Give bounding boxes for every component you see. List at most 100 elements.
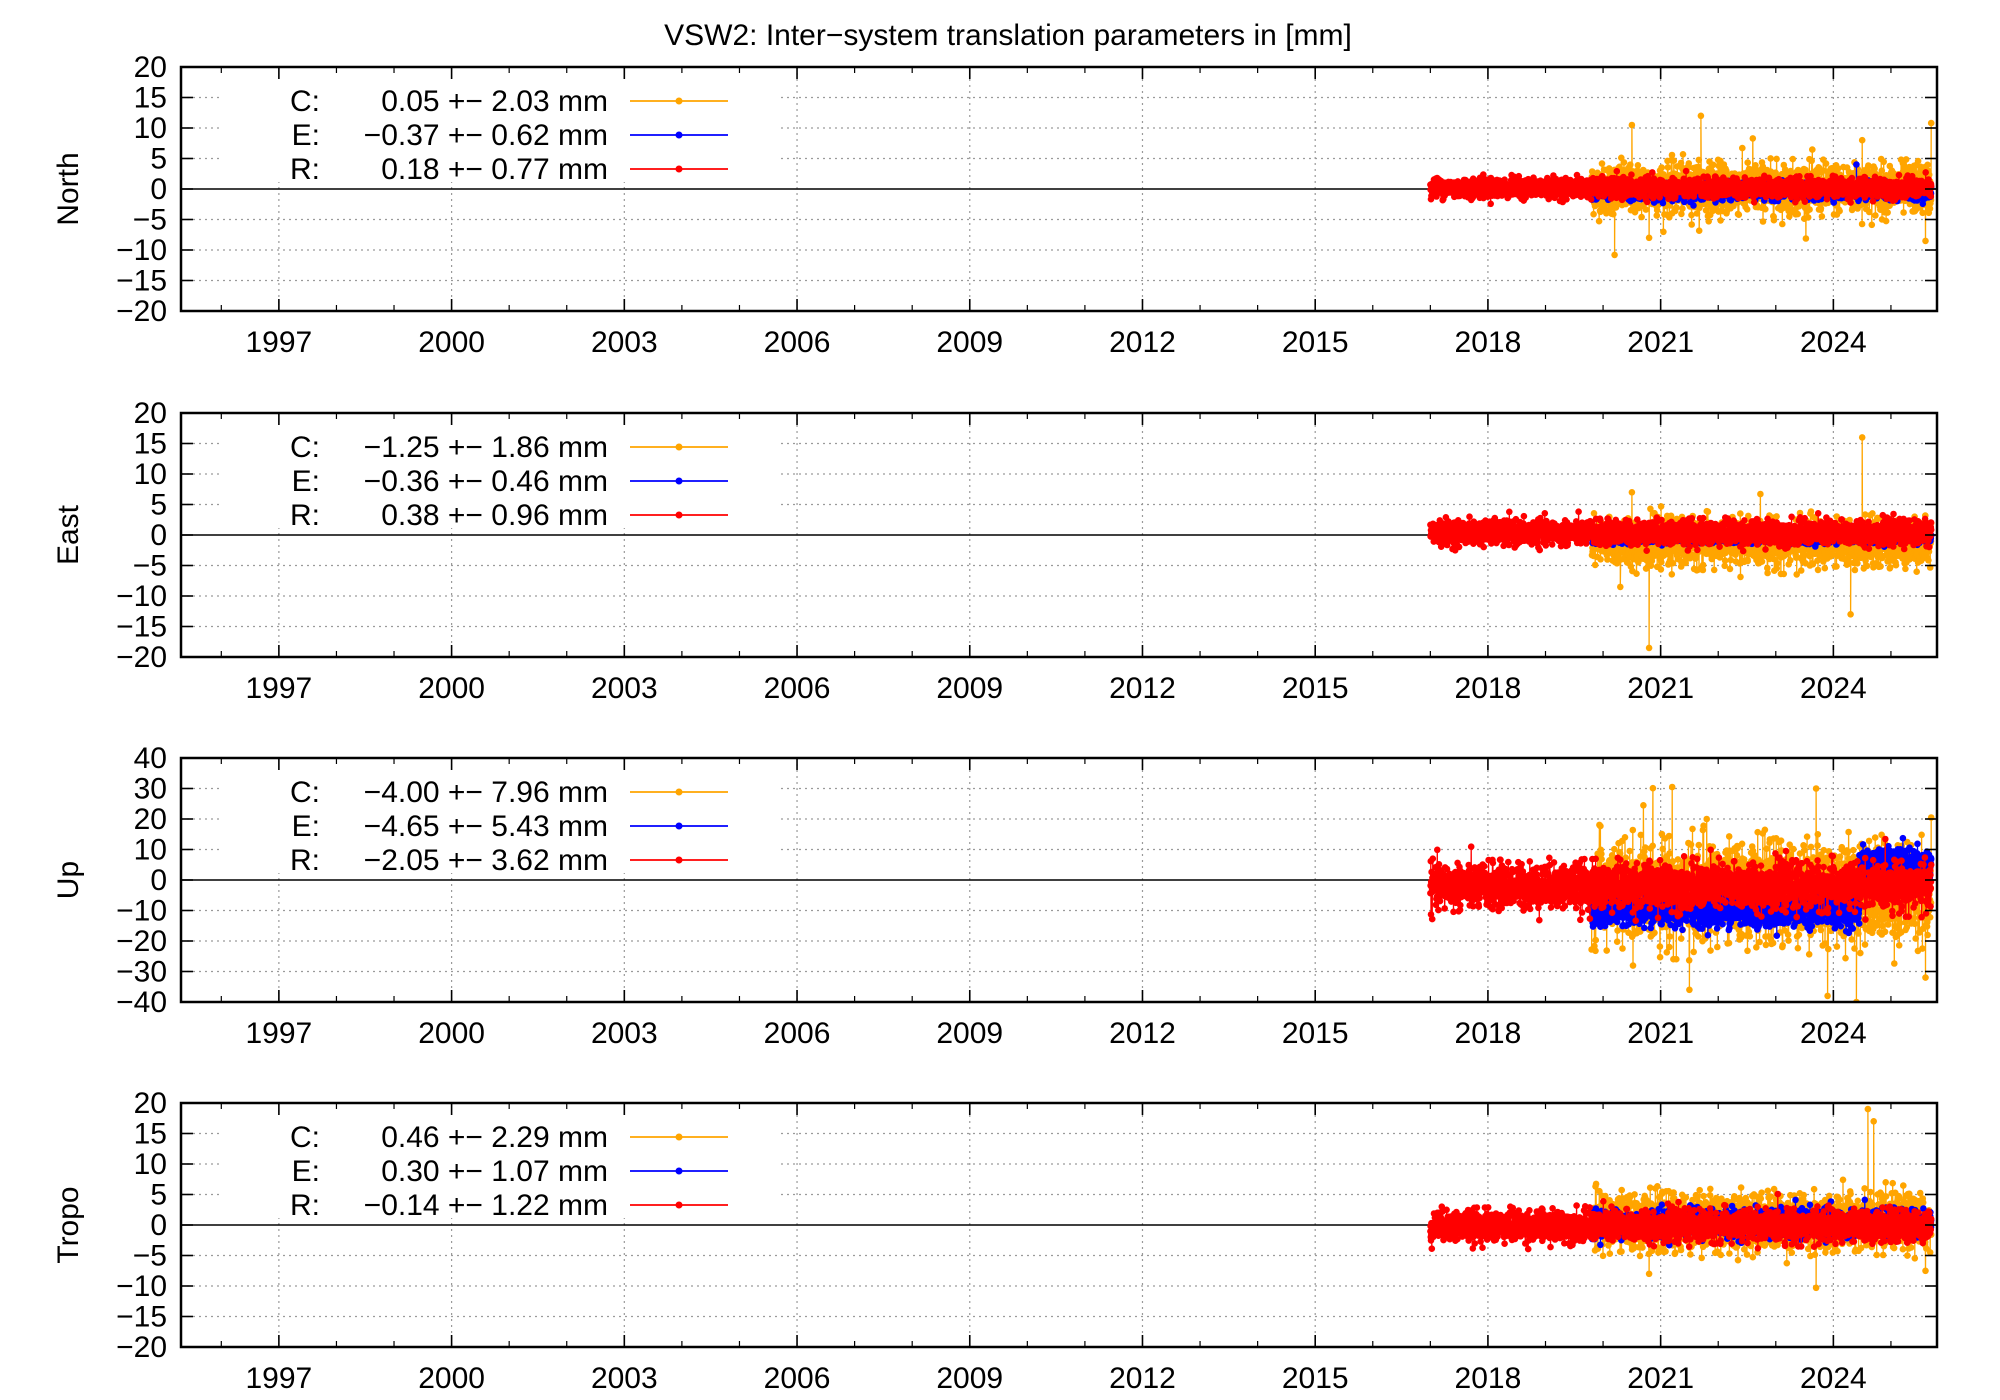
data-point-c bbox=[1611, 251, 1618, 259]
data-point-c bbox=[1695, 156, 1703, 164]
data-point-c bbox=[1809, 146, 1816, 153]
data-point-c bbox=[1817, 205, 1825, 212]
data-point-c bbox=[1588, 168, 1596, 175]
data-point-c bbox=[1670, 157, 1678, 164]
data-point-c bbox=[1688, 221, 1695, 228]
data-point-c bbox=[1664, 164, 1672, 171]
data-point-c bbox=[1779, 220, 1786, 228]
data-point-r bbox=[1750, 199, 1758, 206]
data-point-c bbox=[1865, 162, 1872, 169]
data-point-r bbox=[1643, 198, 1651, 206]
data-point-c bbox=[1709, 161, 1717, 169]
data-point-c bbox=[1752, 162, 1759, 169]
data-point-c bbox=[1926, 205, 1934, 212]
data-point-c bbox=[1900, 209, 1907, 216]
data-point-c bbox=[1882, 217, 1890, 225]
data-point-e bbox=[1830, 199, 1838, 206]
data-point-r bbox=[1563, 196, 1570, 203]
data-point-c bbox=[1693, 210, 1701, 217]
data-point-c bbox=[1590, 210, 1597, 218]
data-point-c bbox=[1642, 206, 1650, 213]
data-point-e bbox=[1659, 199, 1667, 207]
data-point-c bbox=[1743, 206, 1751, 213]
chart-title: VSW2: Inter−system translation parameter… bbox=[664, 19, 1352, 52]
data-point-c bbox=[1679, 151, 1687, 158]
data-point-c bbox=[1922, 237, 1929, 245]
data-point-c bbox=[1808, 157, 1815, 165]
data-point-c bbox=[1653, 212, 1661, 219]
data-point-c bbox=[1927, 119, 1935, 127]
data-point-c bbox=[1677, 159, 1685, 167]
data-point-c bbox=[1919, 209, 1926, 217]
data-point-r bbox=[1573, 171, 1581, 179]
data-point-c bbox=[1834, 165, 1842, 172]
data-point-c bbox=[1717, 217, 1724, 224]
data-point-c bbox=[1668, 151, 1676, 159]
data-point-c bbox=[1638, 213, 1645, 221]
data-point-c bbox=[1762, 205, 1769, 213]
data-point-c bbox=[1872, 212, 1879, 219]
data-point-e bbox=[1719, 197, 1726, 204]
data-point-c bbox=[1804, 214, 1812, 221]
data-point-c bbox=[1595, 217, 1603, 225]
data-point-c bbox=[1702, 207, 1710, 214]
data-point-c bbox=[1871, 165, 1878, 172]
data-point-c bbox=[1818, 213, 1826, 220]
data-point-c bbox=[1802, 235, 1810, 242]
data-point-c bbox=[1719, 202, 1726, 209]
data-point-c bbox=[1868, 221, 1876, 229]
data-point-c bbox=[1914, 157, 1922, 165]
data-point-c bbox=[1697, 112, 1705, 120]
data-point-c bbox=[1858, 136, 1866, 144]
data-point-c bbox=[1822, 160, 1830, 167]
data-point-c bbox=[1628, 121, 1636, 129]
data-point-c bbox=[1773, 155, 1780, 163]
data-point-c bbox=[1789, 155, 1797, 163]
data-area bbox=[1427, 112, 1935, 259]
data-point-c bbox=[1836, 207, 1843, 215]
data-point-c bbox=[1878, 167, 1886, 174]
data-point-r bbox=[1649, 169, 1656, 176]
data-point-c bbox=[1610, 210, 1617, 218]
data-point-r bbox=[1613, 167, 1621, 175]
data-point-c bbox=[1759, 218, 1767, 225]
data-point-c bbox=[1744, 159, 1751, 166]
data-point-c bbox=[1902, 156, 1910, 163]
data-point-c bbox=[1749, 135, 1757, 142]
data-point-c bbox=[1924, 161, 1931, 169]
data-point-c bbox=[1806, 206, 1813, 213]
data-point-c bbox=[1787, 167, 1794, 175]
data-point-c bbox=[1645, 234, 1653, 242]
data-point-c bbox=[1688, 211, 1695, 219]
data-point-e bbox=[1690, 202, 1697, 209]
data-point-c bbox=[1627, 161, 1634, 168]
data-point-r bbox=[1487, 200, 1494, 208]
data-point-c bbox=[1658, 164, 1665, 171]
data-point-c bbox=[1770, 216, 1778, 224]
data-point-r bbox=[1587, 196, 1595, 203]
data-point-c bbox=[1735, 211, 1743, 218]
data-point-c bbox=[1695, 227, 1703, 234]
data-point-r bbox=[1682, 167, 1690, 175]
data-point-c bbox=[1620, 159, 1628, 166]
data-point-c bbox=[1767, 155, 1774, 162]
data-point-c bbox=[1653, 206, 1661, 214]
data-point-c bbox=[1673, 204, 1680, 211]
data-point-c bbox=[1705, 218, 1712, 225]
data-point-c bbox=[1660, 228, 1667, 236]
data-point-c bbox=[1794, 210, 1801, 218]
data-point-c bbox=[1858, 220, 1866, 228]
data-point-r bbox=[1628, 171, 1635, 178]
data-point-c bbox=[1884, 209, 1891, 216]
data-point-c bbox=[1679, 205, 1686, 212]
legend-background bbox=[221, 72, 781, 182]
data-point-c bbox=[1634, 162, 1642, 169]
data-point-c bbox=[1739, 144, 1746, 152]
data-point-c bbox=[1866, 208, 1873, 216]
data-point-c bbox=[1802, 166, 1809, 174]
data-point-c bbox=[1678, 210, 1685, 218]
data-point-e bbox=[1853, 161, 1860, 168]
data-point-c bbox=[1880, 158, 1887, 166]
